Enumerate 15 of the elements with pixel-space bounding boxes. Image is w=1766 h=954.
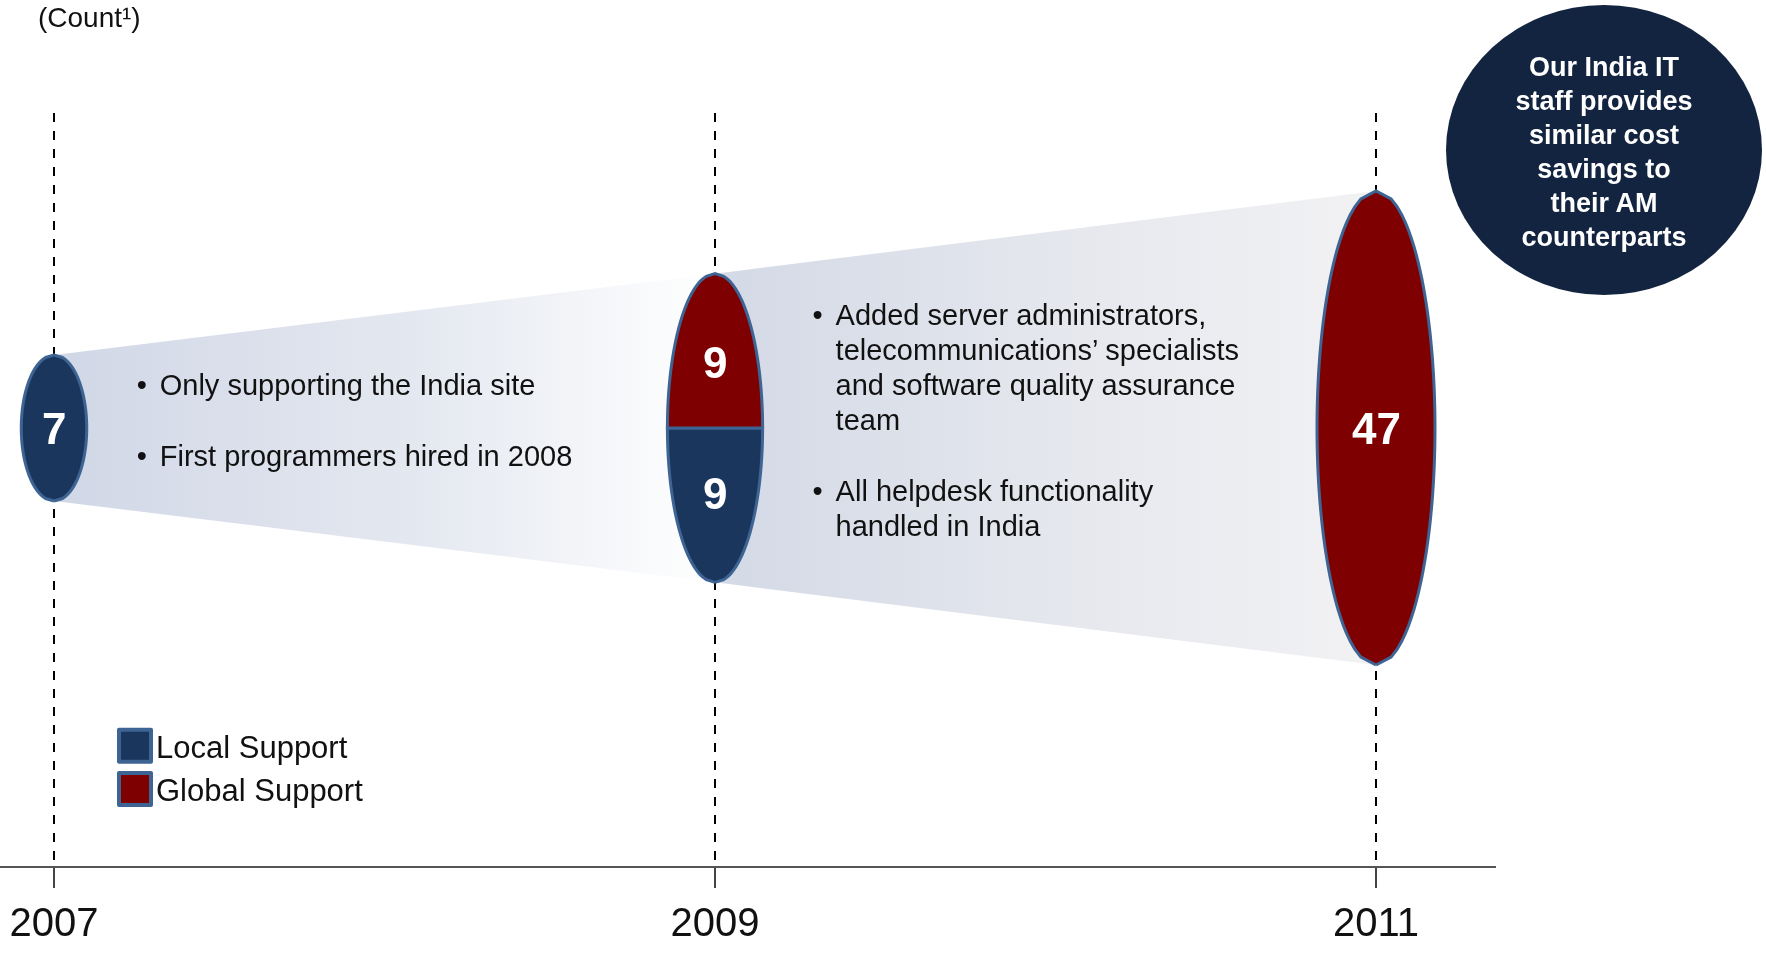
data-label: 47 <box>1352 404 1401 453</box>
text: • All helpdesk functionality handled in India <box>812 474 1155 544</box>
category-label: 2011 <box>1332 900 1420 944</box>
text: Our India IT staff provides similar cost savings to their AM counterparts <box>1514 51 1694 254</box>
category-label: 2009 <box>670 900 760 944</box>
legend-label: Global Support <box>156 773 364 809</box>
text: • First programmers hired in 2008 <box>136 439 574 474</box>
text: • Only supporting the India site <box>136 368 537 403</box>
data-label: 9 <box>703 338 728 387</box>
text: • Added server administrators, telecommunications’ specialists and software quality assurance team <box>812 298 1241 438</box>
data-label: 7 <box>42 404 67 453</box>
legend-label: Local Support <box>156 729 348 765</box>
text: (Count¹) <box>38 2 141 34</box>
data-label: 9 <box>703 469 728 518</box>
category-label: 2007 <box>9 900 99 944</box>
